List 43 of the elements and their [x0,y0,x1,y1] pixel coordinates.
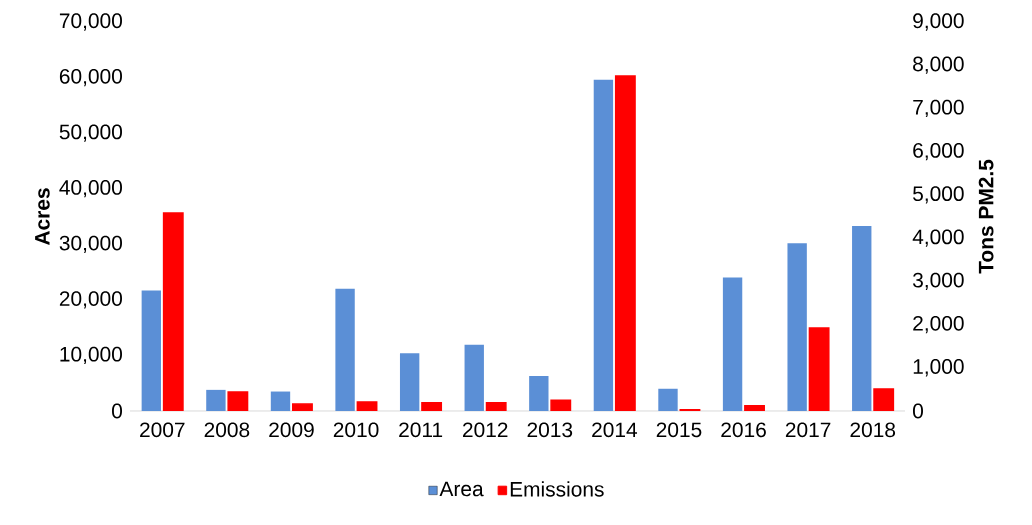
y2-tick-label: 1,000 [913,359,964,377]
y2-tick-label: 7,000 [913,99,964,118]
bar [464,344,484,411]
y2-tick-label: 6,000 [913,143,964,161]
y-tick-label: 50,000 [59,124,122,142]
y2-tick-label: 3,000 [912,272,964,290]
y2-tick-label: 9,000 [913,13,964,31]
x-tick-label: 2008 [204,422,250,438]
bar [787,243,807,411]
y-tick-label: 20,000 [59,291,122,309]
x-tick-label: 2015 [656,422,702,438]
x-tick-label: 2014 [592,422,638,438]
bar [722,277,743,411]
y-tick-label: 30,000 [59,235,122,253]
bar [658,388,678,411]
x-tick-label: 2013 [527,422,573,438]
legend-label: Area [439,481,484,497]
bar [335,288,355,411]
bar [399,353,420,411]
bar [852,225,872,411]
y-tick-label: 40,000 [59,180,122,198]
x-tick-label: 2012 [462,422,508,438]
x-tick-label: 2010 [333,422,379,438]
y-axis-title: Acres [35,188,50,246]
x-tick-label: 2016 [721,422,766,438]
x-tick-label: 2009 [269,422,314,438]
y2-axis-title: Tons PM2.5 [978,159,994,274]
x-tick-label: 2018 [850,422,896,438]
y-tick-label: 70,000 [59,13,122,31]
y2-tick-label: 5,000 [913,186,964,204]
y2-tick-label: 2,000 [913,315,964,334]
bar [529,375,549,411]
bar [270,391,291,411]
legend-label: Emissions [510,481,604,497]
x-tick-label: 2011 [399,422,443,438]
y2-tick-label: 0 [913,403,923,419]
x-tick-label: 2017 [785,422,831,438]
x-tick-label: 2007 [140,422,185,438]
y-tick-label: 60,000 [59,68,122,87]
y2-tick-label: 4,000 [912,229,964,247]
y-tick-label: 0 [112,403,123,419]
y-tick-label: 10,000 [60,346,122,365]
y2-tick-label: 8,000 [913,56,964,74]
